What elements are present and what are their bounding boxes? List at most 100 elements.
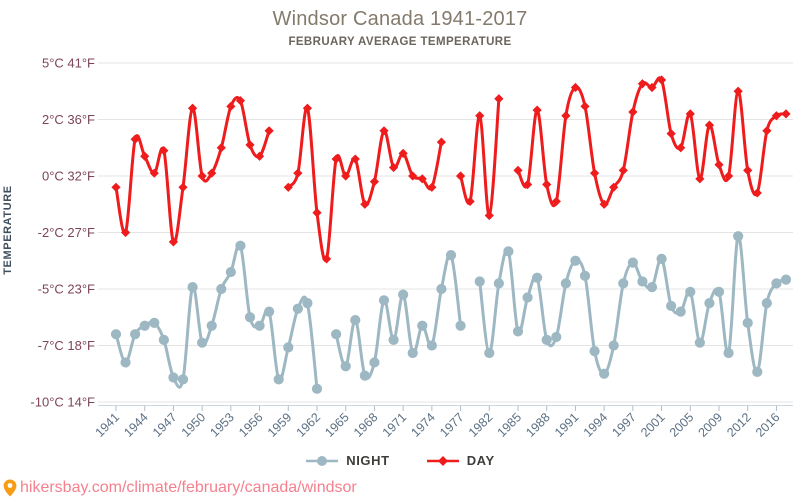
day-data-point — [408, 171, 418, 181]
night-data-point — [388, 334, 399, 345]
y-axis-tick-label: 0°C 32°F — [42, 169, 95, 184]
y-axis-tick-label: -5°C 23°F — [38, 282, 95, 297]
x-axis-tick-label: 1965 — [322, 410, 352, 440]
chart-legend: NIGHT DAY — [0, 453, 800, 468]
x-axis-tick-label: 1944 — [121, 410, 151, 440]
night-data-point — [149, 317, 160, 328]
day-data-point — [350, 154, 360, 164]
legend-label: DAY — [466, 453, 495, 468]
night-data-point — [197, 337, 208, 348]
x-axis-tick-label: 1947 — [150, 410, 180, 440]
night-data-point — [752, 366, 763, 377]
day-data-point — [666, 129, 676, 139]
night-data-point — [407, 347, 418, 359]
day-data-point — [771, 111, 782, 121]
night-data-point — [771, 278, 782, 289]
night-data-point — [244, 312, 256, 323]
day-data-point — [484, 210, 494, 221]
footer: hikersbay.com/climate/february/canada/wi… — [3, 479, 357, 497]
y-axis-tick-label: -10°C 14°F — [30, 395, 95, 410]
night-data-point — [187, 282, 198, 293]
day-data-point — [369, 177, 380, 187]
day-data-point — [245, 140, 255, 150]
day-data-point — [216, 143, 226, 153]
x-axis-tick-label: 2005 — [667, 410, 697, 440]
day-data-point — [532, 105, 542, 115]
legend-item-day[interactable]: DAY — [426, 453, 495, 468]
x-axis-tick-label: 1994 — [581, 410, 611, 440]
night-data-point — [168, 372, 179, 383]
night-data-point — [340, 361, 351, 372]
day-data-point — [609, 182, 619, 192]
night-data-point — [637, 276, 648, 287]
night-data-point — [359, 370, 370, 381]
day-data-point — [207, 168, 217, 178]
day-data-point — [733, 86, 743, 96]
night-data-point — [618, 278, 629, 289]
day-data-point — [226, 101, 236, 111]
night-data-point — [398, 289, 409, 300]
x-axis-tick-label: 1959 — [265, 410, 295, 440]
day-data-point — [685, 109, 695, 119]
x-axis-tick-label: 1991 — [552, 410, 582, 440]
y-axis-tick-label: -7°C 18°F — [38, 338, 95, 353]
day-data-point — [647, 82, 657, 93]
day-data-point — [762, 126, 772, 136]
night-series-line — [114, 242, 319, 391]
legend-item-night[interactable]: NIGHT — [305, 453, 389, 468]
day-data-point — [522, 179, 533, 190]
day-data-point — [293, 168, 303, 178]
day-data-point — [781, 109, 791, 119]
night-data-point — [675, 306, 686, 317]
day-data-point — [360, 199, 370, 209]
night-data-point — [474, 276, 485, 287]
day-data-point — [494, 94, 504, 104]
x-axis-tick-label: 1953 — [207, 410, 237, 440]
day-series-line — [516, 76, 788, 208]
night-data-point — [177, 374, 189, 385]
night-data-point — [570, 255, 581, 266]
day-data-point — [570, 82, 581, 93]
x-axis-tick-label: 1977 — [437, 410, 467, 440]
night-data-point — [130, 329, 141, 340]
night-data-point — [656, 253, 667, 264]
day-data-point — [551, 196, 561, 207]
day-data-point — [656, 75, 667, 85]
day-data-point — [178, 182, 188, 192]
day-data-point — [714, 160, 724, 170]
night-data-point — [331, 329, 342, 340]
night-data-point — [283, 342, 294, 353]
day-data-point — [676, 143, 686, 153]
night-data-point — [761, 298, 772, 309]
x-axis-tick-label: 1962 — [294, 410, 324, 440]
x-axis-tick-label: 2001 — [638, 410, 668, 440]
night-series-line — [478, 234, 788, 376]
night-data-point — [589, 346, 600, 357]
night-legend-marker-icon — [306, 455, 339, 466]
night-data-point — [158, 334, 169, 345]
day-data-point — [140, 151, 150, 161]
night-data-point — [254, 320, 265, 331]
night-data-point — [503, 246, 514, 257]
night-data-point — [666, 300, 677, 312]
day-data-point — [695, 174, 705, 184]
night-data-point — [742, 317, 753, 328]
x-axis-tick-label: 1956 — [236, 410, 266, 440]
day-series-line — [286, 106, 443, 262]
night-data-point — [579, 270, 591, 281]
night-data-point — [139, 320, 150, 331]
day-data-point — [637, 79, 648, 89]
day-series — [111, 75, 791, 264]
night-data-point — [120, 357, 131, 368]
footer-url-link[interactable]: hikersbay.com/climate/february/canada/wi… — [20, 479, 357, 496]
night-data-point — [723, 347, 734, 359]
night-data-point — [235, 240, 246, 251]
day-data-point — [331, 154, 341, 164]
day-data-point — [628, 107, 638, 117]
day-data-point — [120, 227, 131, 238]
day-data-point — [580, 101, 590, 111]
page-title: Windsor Canada 1941-2017 — [272, 8, 528, 30]
day-data-point — [465, 196, 475, 207]
night-data-point — [426, 340, 437, 351]
